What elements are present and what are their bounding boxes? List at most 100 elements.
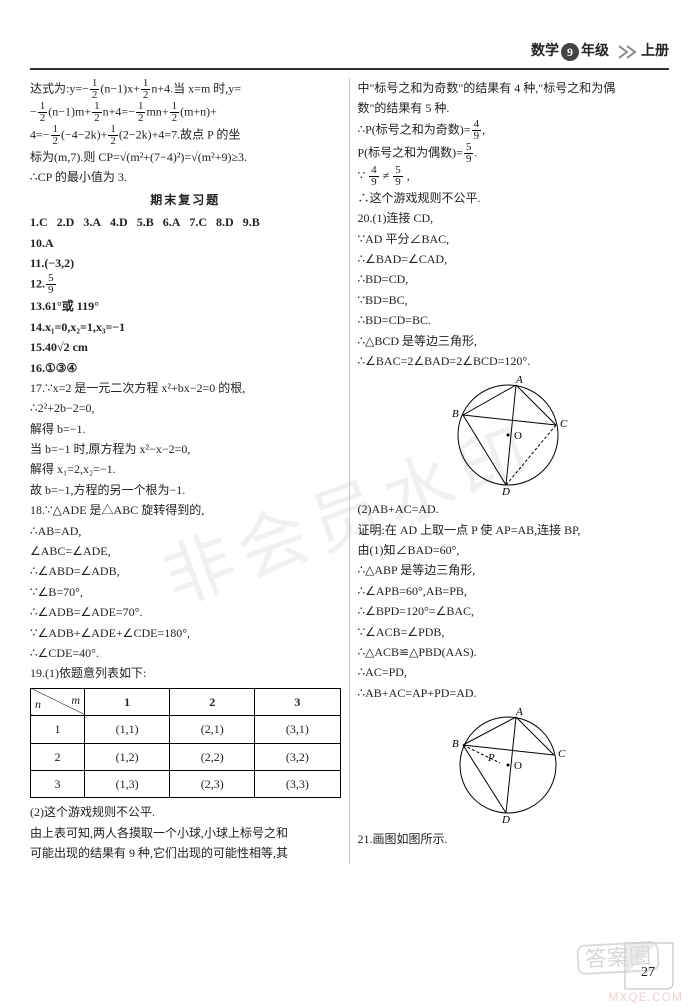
q20b-line: ∴∠BPD=120°=∠BAC, bbox=[358, 601, 670, 621]
left-column: 达式为:y=−12(n−1)x+12n+4.当 x=m 时,y= −12(n−1… bbox=[30, 78, 350, 864]
q17-line: 故 b=−1,方程的另一个根为−1. bbox=[30, 480, 341, 500]
ans-13: 13.61°或 119° bbox=[30, 296, 341, 316]
label-C: C bbox=[560, 418, 568, 430]
diag-m: m bbox=[71, 690, 80, 710]
label-B: B bbox=[452, 738, 459, 750]
q17-line: 解得 b=−1. bbox=[30, 419, 341, 439]
q18-line: ∵∠ADB+∠ADE+∠CDE=180°, bbox=[30, 623, 341, 643]
pre-line: 达式为:y=−12(n−1)x+12n+4.当 x=m 时,y= bbox=[30, 78, 341, 101]
neq-line: ∵ 49 ≠ 59 , bbox=[358, 165, 670, 188]
q20b-line: ∴AC=PD, bbox=[358, 662, 670, 682]
cell: (3,2) bbox=[255, 743, 340, 770]
p-odd: ∴P(标号之和为奇数)=49, bbox=[358, 119, 670, 142]
answers-row: 1.C 2.D 3.A 4.D 5.B 6.A 7.C 8.D 9.B bbox=[30, 212, 341, 232]
col-header: 3 bbox=[255, 688, 340, 715]
q20-line: 20.(1)连接 CD, bbox=[358, 208, 670, 228]
q20-line: ∴BD=CD, bbox=[358, 269, 670, 289]
cell: (1,3) bbox=[85, 770, 170, 797]
ans-10: 10.A bbox=[30, 233, 341, 253]
col-header: 1 bbox=[85, 688, 170, 715]
row-header: 1 bbox=[31, 716, 85, 743]
label-O: O bbox=[514, 430, 522, 442]
ans-9: 9.B bbox=[243, 215, 260, 229]
q20b-line: 由(1)知∠BAD=60°, bbox=[358, 540, 670, 560]
table-diag-header: m n bbox=[31, 688, 85, 715]
pre-line: ∴CP 的最小值为 3. bbox=[30, 167, 341, 187]
row-header: 2 bbox=[31, 743, 85, 770]
q20-line: ∴∠BAD=∠CAD, bbox=[358, 249, 670, 269]
label-B: B bbox=[452, 408, 459, 420]
q20b-line: ∵∠ACB=∠PDB, bbox=[358, 622, 670, 642]
pre-line: 标为(m,7).则 CP=√(m²+(7−4)²)=√(m²+9)≥3. bbox=[30, 147, 341, 167]
ans-14: 14.x₁=0,x₂=1,x₃=−1 bbox=[30, 317, 341, 337]
ans-1: 1.C bbox=[30, 215, 48, 229]
ans-3: 3.A bbox=[83, 215, 101, 229]
q20b-line: ∴∠APB=60°,AB=PB, bbox=[358, 581, 670, 601]
q20b-line: (2)AB+AC=AD. bbox=[358, 499, 670, 519]
label-P: P bbox=[487, 752, 495, 764]
cell: (3,3) bbox=[255, 770, 340, 797]
page-header: 数学 9 年级 上册 bbox=[30, 24, 669, 70]
q18-line: 18.∵△ADE 是△ABC 旋转得到的, bbox=[30, 500, 341, 520]
q18-line: ∵∠B=70°, bbox=[30, 582, 341, 602]
q18-line: ∠ABC=∠ADE, bbox=[30, 541, 341, 561]
footer-watermark: MXQE.COM bbox=[608, 987, 683, 1007]
cell: (1,2) bbox=[85, 743, 170, 770]
q18-line: ∴∠CDE=40°. bbox=[30, 643, 341, 663]
content-columns: 达式为:y=−12(n−1)x+12n+4.当 x=m 时,y= −12(n−1… bbox=[0, 78, 699, 864]
q17-line: 当 b=−1 时,原方程为 x²−x−2=0, bbox=[30, 439, 341, 459]
page-number: 27 bbox=[641, 961, 655, 985]
row-header: 3 bbox=[31, 770, 85, 797]
pre-line: 4=−12(−4−2k)+12(2−2k)+4=7.故点 P 的坐 bbox=[30, 124, 341, 147]
ans-5: 5.B bbox=[137, 215, 154, 229]
center-dot bbox=[507, 434, 510, 437]
cell: (3,1) bbox=[255, 716, 340, 743]
cell: (2,2) bbox=[170, 743, 255, 770]
q20b-line: 证明:在 AD 上取一点 P 使 AP=AB,连接 BP, bbox=[358, 520, 670, 540]
ans-15: 15.40√2 cm bbox=[30, 337, 341, 357]
probability-table: m n 1 2 3 1 (1,1) (2,1) (3,1) 2 (1,2) (2… bbox=[30, 688, 341, 799]
volume-label: 上册 bbox=[641, 40, 669, 64]
label-A: A bbox=[515, 707, 523, 718]
cell: (2,3) bbox=[170, 770, 255, 797]
q19-intro: 19.(1)依题意列表如下: bbox=[30, 663, 341, 683]
q19-after: (2)这个游戏规则不公平. bbox=[30, 802, 341, 822]
label-O: O bbox=[514, 760, 522, 772]
diag-n: n bbox=[35, 694, 41, 714]
ans-6: 6.A bbox=[163, 215, 181, 229]
grade-suffix: 年级 bbox=[581, 40, 609, 64]
q20b-line: ∴△ACB≌△PBD(AAS). bbox=[358, 642, 670, 662]
table-row: 3 (1,3) (2,3) (3,3) bbox=[31, 770, 341, 797]
ans-7: 7.C bbox=[189, 215, 207, 229]
conclusion: ∴这个游戏规则不公平. bbox=[358, 188, 670, 208]
label-D: D bbox=[501, 814, 510, 825]
q17-line: 17.∵x=2 是一元二次方程 x²+bx−2=0 的根, bbox=[30, 378, 341, 398]
ans-12: 12.59 bbox=[30, 273, 341, 296]
ans-2: 2.D bbox=[57, 215, 75, 229]
q20-line: ∴∠BAC=2∠BAD=2∠BCD=120°. bbox=[358, 351, 670, 371]
q19-after: 由上表可知,两人各摸取一个小球,小球上标号之和 bbox=[30, 823, 341, 843]
ans-4: 4.D bbox=[110, 215, 128, 229]
chevron-icon bbox=[617, 44, 639, 60]
q18-line: ∴∠ADB=∠ADE=70°. bbox=[30, 602, 341, 622]
grade-badge: 9 bbox=[561, 43, 579, 61]
subject-label: 数学 bbox=[531, 40, 559, 64]
q20-line: ∵BD=BC, bbox=[358, 290, 670, 310]
cell: (1,1) bbox=[85, 716, 170, 743]
right-column: 中"标号之和为奇数"的结果有 4 种,"标号之和为偶 数"的结果有 5 种. ∴… bbox=[350, 78, 670, 864]
label-C: C bbox=[558, 748, 566, 760]
q20-line: ∴△BCD 是等边三角形, bbox=[358, 331, 670, 351]
label-A: A bbox=[515, 375, 523, 386]
col-header: 2 bbox=[170, 688, 255, 715]
pre-line: −12(n−1)m+12n+4=−12mn+12(m+n)+ bbox=[30, 101, 341, 124]
center-dot bbox=[507, 764, 510, 767]
circle-diagram-1: O A B C D bbox=[438, 375, 588, 495]
q18-line: ∴∠ABD=∠ADB, bbox=[30, 561, 341, 581]
label-D: D bbox=[501, 486, 510, 495]
table-row: 1 (1,1) (2,1) (3,1) bbox=[31, 716, 341, 743]
ans-8: 8.D bbox=[216, 215, 234, 229]
cell: (2,1) bbox=[170, 716, 255, 743]
q18-line: ∴AB=AD, bbox=[30, 521, 341, 541]
section-title: 期末复习题 bbox=[30, 190, 341, 210]
cont-line: 中"标号之和为奇数"的结果有 4 种,"标号之和为偶 bbox=[358, 78, 670, 98]
